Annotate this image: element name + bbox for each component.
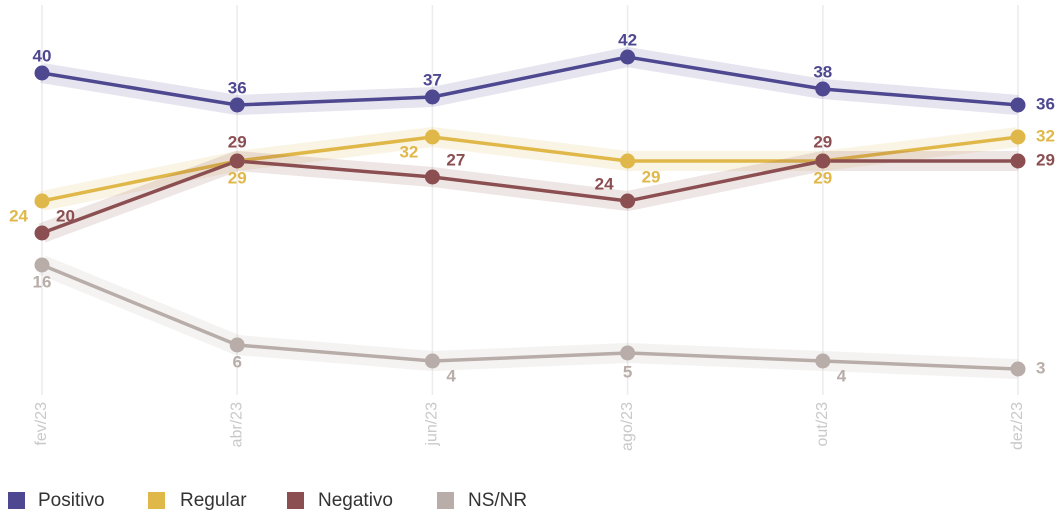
point <box>34 193 50 209</box>
data-label: 3 <box>1036 358 1045 377</box>
x-tick-label: out/23 <box>814 402 831 447</box>
point <box>34 257 50 273</box>
data-label: 20 <box>56 206 75 225</box>
point <box>620 153 636 169</box>
confidence-band <box>38 255 1019 379</box>
x-tick-label: ago/23 <box>619 402 636 451</box>
series-line <box>41 263 1019 371</box>
data-label: 36 <box>228 78 247 97</box>
data-label: 32 <box>1036 126 1055 145</box>
series-line <box>41 55 1019 107</box>
x-tick-label: fev/23 <box>33 402 50 446</box>
data-label: 16 <box>33 272 52 291</box>
data-label: 42 <box>618 30 637 49</box>
data-label: 29 <box>813 132 832 151</box>
data-label: 24 <box>595 174 614 193</box>
data-label: 36 <box>1036 94 1055 113</box>
point <box>1010 361 1026 377</box>
x-tick-label: abr/23 <box>228 402 245 447</box>
point <box>424 353 440 369</box>
data-label: 29 <box>228 132 247 151</box>
point <box>1010 129 1026 145</box>
data-label: 29 <box>228 168 247 187</box>
point <box>229 97 245 113</box>
point <box>620 49 636 65</box>
legend-label: Positivo <box>38 490 105 511</box>
data-label: 29 <box>642 167 661 186</box>
legend-swatch <box>437 492 454 509</box>
point <box>815 81 831 97</box>
confidence-band <box>38 151 1018 243</box>
data-label: 40 <box>33 46 52 65</box>
point <box>229 337 245 353</box>
data-label: 29 <box>1036 150 1055 169</box>
series-line <box>41 159 1018 235</box>
data-label: 4 <box>837 366 847 385</box>
point <box>424 169 440 185</box>
data-label: 24 <box>9 206 28 225</box>
point <box>229 153 245 169</box>
legend-swatch <box>8 492 25 509</box>
point <box>815 153 831 169</box>
point <box>1010 97 1026 113</box>
x-tick-label: dez/23 <box>1009 402 1026 450</box>
data-label: 32 <box>399 142 418 161</box>
legend-label: Regular <box>180 490 247 511</box>
data-label: 4 <box>446 366 456 385</box>
point <box>424 129 440 145</box>
x-tick-label: jun/23 <box>424 402 441 447</box>
point <box>815 353 831 369</box>
legend-label: NS/NR <box>468 490 527 511</box>
legend-label: Negativo <box>318 490 393 511</box>
point <box>620 193 636 209</box>
data-label: 29 <box>813 168 832 187</box>
point <box>424 89 440 105</box>
point <box>34 225 50 241</box>
point <box>34 65 50 81</box>
data-label: 27 <box>446 150 465 169</box>
data-label: 38 <box>813 62 832 81</box>
data-label: 37 <box>423 70 442 89</box>
data-label: 6 <box>232 352 241 371</box>
point <box>620 345 636 361</box>
legend-swatch <box>287 492 304 509</box>
series-line <box>41 135 1019 203</box>
point <box>1010 153 1026 169</box>
data-label: 5 <box>623 362 632 381</box>
legend-swatch <box>148 492 165 509</box>
